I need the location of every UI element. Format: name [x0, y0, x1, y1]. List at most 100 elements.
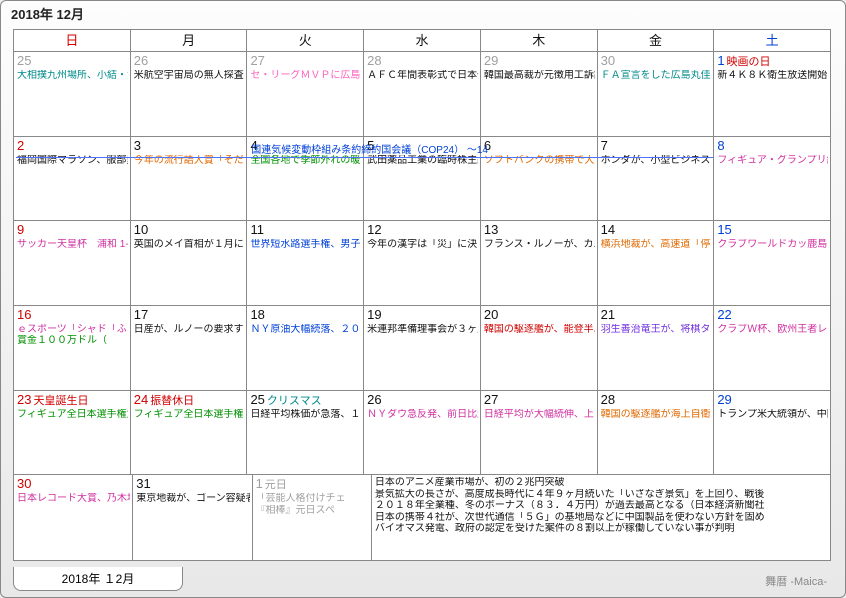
- day-cell[interactable]: 11世界短水路選手権、男子２００メートル瀬戸大也選手が世界: [247, 221, 364, 306]
- events-list: トランプ米大統領が、中国の習近平国家主席と電話協議: [717, 409, 828, 421]
- event-item[interactable]: 日経平均が大幅続伸、上げ幅は今年最大: [484, 409, 595, 421]
- day-cell[interactable]: 28ＡＦＣ年間表彰式で日本代表・長谷部誠が最優秀国際選手に選: [364, 52, 481, 137]
- day-cell[interactable]: 14横浜地裁が、高速道「停車中」の事故に危険運転致死傷罪を: [598, 221, 715, 306]
- event-item[interactable]: 大相撲九州場所、小結・貴景勝が初優: [17, 70, 128, 82]
- event-item[interactable]: セ・リーグＭＶＰに広島・丸佳浩外野手が2年連続受賞: [250, 70, 361, 82]
- day-cell[interactable]: 29トランプ米大統領が、中国の習近平国家主席と電話協議: [714, 391, 830, 476]
- holiday-label: 振替休日: [150, 395, 194, 407]
- event-item[interactable]: フランス・ルノーが、カルロス・ゴーンＣ現段階では解任しな: [484, 239, 595, 251]
- day-cell[interactable]: 21羽生善治竜王が、将棋タイトル２７年ぶりに無冠に: [598, 306, 715, 391]
- day-number: 30: [17, 477, 31, 492]
- event-item[interactable]: トランプ米大統領が、中国の習近平国家主席と電話協議: [717, 409, 828, 421]
- day-cell[interactable]: 25クリスマス日経平均株価が急落、１０１０．４５円安約１年８ヶ月ぶりの: [247, 391, 364, 476]
- holiday-label: 天皇誕生日: [33, 395, 88, 407]
- event-item[interactable]: フィギュア全日本選手権男子は宇野昌磨選手が３連覇: [134, 409, 245, 421]
- day-cell[interactable]: 29韓国最高裁が元徴用工訴訟で三菱重工にも賠償命: [481, 52, 598, 137]
- event-item[interactable]: 新４Ｋ８Ｋ衛生放送開始: [717, 70, 828, 82]
- dow-header: 木: [481, 30, 598, 52]
- event-item[interactable]: 韓国の駆逐艦が海上自衛隊防衛省が、哨戒機の: [601, 409, 712, 421]
- event-item[interactable]: バイオマス発電、政府の認定を受けた案件の８割以上が稼働していない事が判明: [375, 523, 828, 535]
- event-item[interactable]: 横浜地裁が、高速道「停車中」の事故に危険運転致死傷罪を: [601, 239, 712, 251]
- day-cell[interactable]: 31東京地裁が、ゴーン容疑者の勾留延長を認める決: [133, 475, 252, 560]
- day-number: 10: [134, 223, 148, 238]
- day-number: 11: [250, 223, 264, 238]
- event-item[interactable]: 今年の漢字は「災」に決まる: [367, 239, 478, 251]
- event-item[interactable]: 東京地裁が、ゴーン容疑者の勾留延長を認める決: [136, 493, 249, 505]
- event-item[interactable]: 日本レコード大賞、乃木坂４６が「シン大賞を２年連続受賞: [17, 493, 130, 505]
- day-cell[interactable]: 2福岡国際マラソン、服部勇馬選手が日本人１４年ぶりに優勝: [14, 137, 131, 222]
- day-cell[interactable]: 20韓国の駆逐艦が、能登半島沖で海上自衛隊のＰ１哨戒機にレーダー照射（照射: [481, 306, 598, 391]
- event-item[interactable]: 韓国の駆逐艦が、能登半島沖で海上自衛隊のＰ１哨戒機にレーダー照射（照射: [484, 324, 595, 336]
- day-cell[interactable]: 26米航空宇宙局の無人探査機「インサイト」が火星に着陸: [131, 52, 248, 137]
- day-cell[interactable]: 15クラブワールドカッ鹿島 3-2 北中米カリ: [714, 221, 830, 306]
- event-item[interactable]: 米航空宇宙局の無人探査機「インサイト」が火星に着陸: [134, 70, 245, 82]
- day-cell[interactable]: 22クラブＷ杯、欧州王者レアル・マドリードが大会初の３連覇: [714, 306, 830, 391]
- day-cell[interactable]: 13フランス・ルノーが、カルロス・ゴーンＣ現段階では解任しな: [481, 221, 598, 306]
- event-item[interactable]: 景気拡大の長さが、高度成長時代に４年９ヶ月続いた「いざなぎ景気」を上回り、戦後: [375, 489, 828, 501]
- calendar-grid: 日月火水木金土 25大相撲九州場所、小結・貴景勝が初優26米航空宇宙局の無人探査…: [13, 29, 831, 561]
- day-cell[interactable]: 16ｅスポーツ「シャド「ふぇぐ」選手が優賞金１００万ドル（: [14, 306, 131, 391]
- day-cell[interactable]: 27セ・リーグＭＶＰに広島・丸佳浩外野手が2年連続受賞: [247, 52, 364, 137]
- day-cell[interactable]: 25大相撲九州場所、小結・貴景勝が初優: [14, 52, 131, 137]
- day-number: 29: [484, 54, 498, 69]
- day-number: 27: [250, 54, 264, 69]
- event-item[interactable]: 「芸能人格付けチェ: [256, 493, 369, 505]
- event-item[interactable]: 賞金１００万ドル（: [17, 335, 128, 347]
- day-cell[interactable]: 18ＮＹ原油大幅続落、２０１７年８月以来の安値水準: [247, 306, 364, 391]
- day-cell[interactable]: 1元日「芸能人格付けチェ『相棒』元日スペ: [253, 475, 372, 560]
- day-cell[interactable]: 28韓国の駆逐艦が海上自衛隊防衛省が、哨戒機の: [598, 391, 715, 476]
- event-item[interactable]: ＡＦＣ年間表彰式で日本代表・長谷部誠が最優秀国際選手に選: [367, 70, 478, 82]
- event-item[interactable]: 韓国最高裁が元徴用工訴訟で三菱重工にも賠償命: [484, 70, 595, 82]
- day-cell[interactable]: 日本のアニメ産業市場が、初の２兆円突破景気拡大の長さが、高度成長時代に４年９ヶ月…: [372, 475, 830, 560]
- week-row: 25大相撲九州場所、小結・貴景勝が初優26米航空宇宙局の無人探査機「インサイト」…: [14, 52, 830, 137]
- day-cell[interactable]: 9サッカー天皇杯 浦和 1-0 仙台 浦和が７度目の優勝: [14, 221, 131, 306]
- events-list: セ・リーグＭＶＰに広島・丸佳浩外野手が2年連続受賞: [250, 70, 361, 82]
- day-number: 8: [717, 139, 724, 154]
- event-item[interactable]: 『相棒』元日スペ: [256, 505, 369, 517]
- events-list: クラブワールドカッ鹿島 3-2 北中米カリ: [717, 239, 828, 251]
- brand-label: 舞暦 -Maica-: [765, 573, 827, 589]
- day-cell[interactable]: 3今年の流行語大賞「そだねー」: [131, 137, 248, 222]
- event-item[interactable]: クラブＷ杯、欧州王者レアル・マドリードが大会初の３連覇: [717, 324, 828, 336]
- event-item[interactable]: 日本のアニメ産業市場が、初の２兆円突破: [375, 477, 828, 489]
- events-list: 新４Ｋ８Ｋ衛生放送開始: [717, 70, 828, 82]
- multi-day-banner[interactable]: 国連気候変動枠組み条約締約国会議（COP24） ～14: [249, 144, 714, 158]
- day-number: 3: [134, 139, 141, 154]
- events-list: サッカー天皇杯 浦和 1-0 仙台 浦和が７度目の優勝: [17, 239, 128, 251]
- day-cell[interactable]: 19米連邦準備理事会が３ヶ月ぶりの利上げ: [364, 306, 481, 391]
- event-item[interactable]: 世界短水路選手権、男子２００メートル瀬戸大也選手が世界: [250, 239, 361, 251]
- event-item[interactable]: フィギュア・グランプリ紀平梨花選手が初優: [717, 155, 828, 167]
- event-item[interactable]: 日産が、ルノーの要求する臨時株主総会を拒否: [134, 324, 245, 336]
- dow-header: 月: [131, 30, 248, 52]
- event-item[interactable]: 羽生善治竜王が、将棋タイトル２７年ぶりに無冠に: [601, 324, 712, 336]
- day-cell[interactable]: 8フィギュア・グランプリ紀平梨花選手が初優: [714, 137, 830, 222]
- day-cell[interactable]: 26ＮＹダウ急反発、前日比過去最大の上げ幅: [364, 391, 481, 476]
- event-item[interactable]: ＮＹ原油大幅続落、２０１７年８月以来の安値水準: [250, 324, 361, 336]
- day-cell[interactable]: 23天皇誕生日フィギュア全日本選手権女子は坂本花織選手が初優勝: [14, 391, 131, 476]
- event-item[interactable]: 日経平均株価が急落、１０１０．４５円安約１年８ヶ月ぶりの: [250, 409, 361, 421]
- event-item[interactable]: ２０１８年全業種、冬のボーナス（８３．４万円）が過去最高となる（日本経済新聞社: [375, 500, 828, 512]
- day-cell[interactable]: 27日経平均が大幅続伸、上げ幅は今年最大: [481, 391, 598, 476]
- event-item[interactable]: サッカー天皇杯 浦和 1-0 仙台 浦和が７度目の優勝: [17, 239, 128, 251]
- day-number: 28: [367, 54, 381, 69]
- event-item[interactable]: 日本の携帯４社が、次世代通信「５Ｇ」の基地局などに中国製品を使わない方針を固め: [375, 512, 828, 524]
- event-item[interactable]: ｅスポーツ「シャド「ふぇぐ」選手が優: [17, 324, 128, 336]
- event-item[interactable]: ＮＹダウ急反発、前日比過去最大の上げ幅: [367, 409, 478, 421]
- event-item[interactable]: ＦＡ宣言をした広島丸佳浩外野手が巨人: [601, 70, 712, 82]
- event-item[interactable]: 米連邦準備理事会が３ヶ月ぶりの利上げ: [367, 324, 478, 336]
- day-cell[interactable]: 1映画の日新４Ｋ８Ｋ衛生放送開始: [714, 52, 830, 137]
- event-item[interactable]: クラブワールドカッ鹿島 3-2 北中米カリ: [717, 239, 828, 251]
- month-tab[interactable]: 2018年 １2月: [13, 567, 183, 591]
- events-list: 「芸能人格付けチェ『相棒』元日スペ: [256, 493, 369, 516]
- event-item[interactable]: フィギュア全日本選手権女子は坂本花織選手が初優勝: [17, 409, 128, 421]
- day-cell[interactable]: 30ＦＡ宣言をした広島丸佳浩外野手が巨人: [598, 52, 715, 137]
- day-cell[interactable]: 12今年の漢字は「災」に決まる: [364, 221, 481, 306]
- dow-header-row: 日月火水木金土: [14, 30, 830, 52]
- day-cell[interactable]: 24振替休日フィギュア全日本選手権男子は宇野昌磨選手が３連覇: [131, 391, 248, 476]
- day-cell[interactable]: 17日産が、ルノーの要求する臨時株主総会を拒否: [131, 306, 248, 391]
- day-cell[interactable]: 10英国のメイ首相が１月に欧州連合離脱の議会採決すると発表したことで英ポンドが１…: [131, 221, 248, 306]
- day-cell[interactable]: 30日本レコード大賞、乃木坂４６が「シン大賞を２年連続受賞: [14, 475, 133, 560]
- events-list: 英国のメイ首相が１月に欧州連合離脱の議会採決すると発表したことで英ポンドが１年８…: [134, 239, 245, 251]
- window-titlebar[interactable]: 2018年 12月: [1, 1, 845, 25]
- event-item[interactable]: 英国のメイ首相が１月に欧州連合離脱の議会採決すると発表したことで英ポンドが１年８…: [134, 239, 245, 251]
